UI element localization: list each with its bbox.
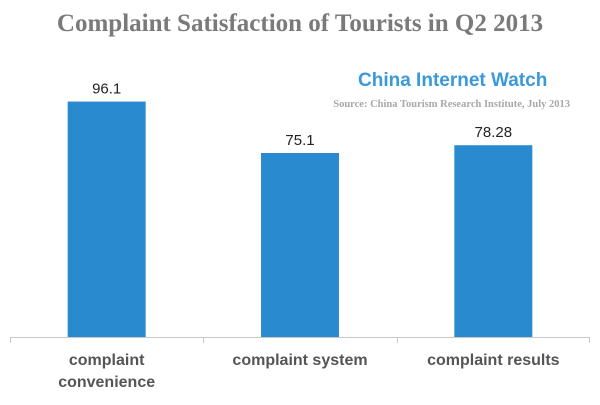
- source-note: Source: China Tourism Research Institute…: [333, 99, 570, 110]
- category-label: complaint system: [232, 352, 368, 369]
- watermark-logo: China Internet Watch: [358, 70, 548, 91]
- value-label: 78.28: [475, 124, 513, 141]
- bar-2: [261, 153, 339, 337]
- bar-1: [67, 101, 146, 338]
- value-label: 96.1: [92, 81, 121, 98]
- value-label: 75.1: [285, 132, 314, 149]
- chart-title: Complaint Satisfaction of Tourists in Q2…: [56, 10, 544, 37]
- category-label: complaint results: [427, 352, 560, 369]
- category-label: complaint convenience: [58, 352, 156, 391]
- bar-3: [454, 145, 533, 337]
